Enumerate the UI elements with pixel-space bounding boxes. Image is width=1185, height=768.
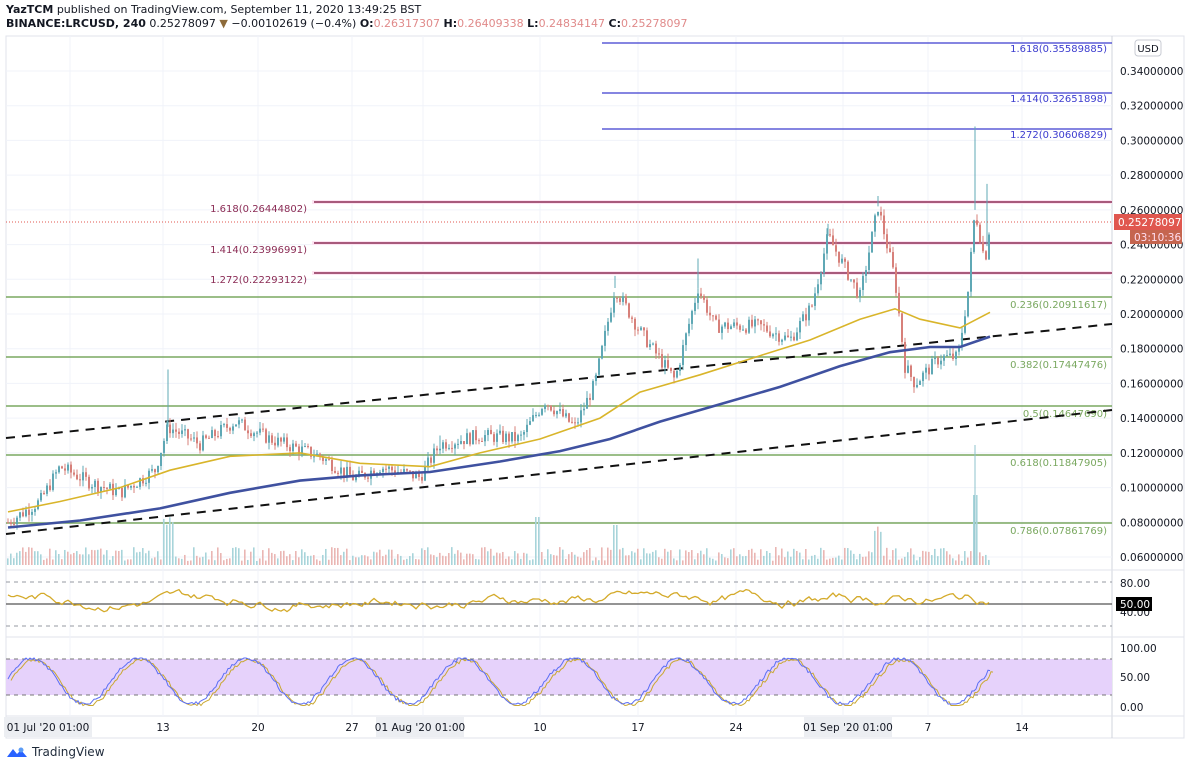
current-price-tag: 0.25278097 03:10:36 xyxy=(1114,214,1182,244)
fib-retracement-label: 0.382(0.17447476) xyxy=(1010,360,1107,371)
time-tick-label: 01 Sep '20 01:00 xyxy=(803,722,893,734)
price-tick-label: 0.08000000 xyxy=(1120,517,1183,529)
fib-retracement-label: 0.618(0.11847905) xyxy=(1010,458,1107,469)
author-name[interactable]: YazTCM xyxy=(6,3,54,16)
fib-ext-lower-label: 1.618(0.26444802) xyxy=(210,204,307,215)
rsi-line[interactable] xyxy=(7,588,990,613)
brand-name: TradingView xyxy=(32,745,105,759)
close-value: 0.25278097 xyxy=(621,17,688,30)
price-tick-label: 0.06000000 xyxy=(1120,552,1183,564)
rsi-tick-80: 80.00 xyxy=(1120,578,1150,590)
rsi-current-label: 50.00 xyxy=(1120,599,1150,611)
stoch-tick-100: 100.00 xyxy=(1120,643,1157,655)
price-tick-label: 0.16000000 xyxy=(1120,378,1183,390)
stoch-tick-50: 50.00 xyxy=(1120,672,1150,684)
fib-ext-lower-label: 1.414(0.23996991) xyxy=(210,245,307,256)
time-tick-label: 24 xyxy=(729,722,743,734)
moving-average-slow[interactable] xyxy=(7,335,991,529)
moving-average-fast[interactable] xyxy=(7,307,991,513)
price-tick-label: 0.18000000 xyxy=(1120,344,1183,356)
low-value: 0.24834147 xyxy=(538,17,606,30)
fib-ext-lower-label: 1.272(0.22293122) xyxy=(210,275,307,286)
price-tick-label: 0.26000000 xyxy=(1120,205,1183,217)
currency-button[interactable]: USD xyxy=(1134,39,1162,57)
price-tick-label: 0.32000000 xyxy=(1120,101,1183,113)
chart-frame xyxy=(5,35,1185,739)
stoch-band-fill xyxy=(6,659,1112,695)
time-tick-label: 13 xyxy=(156,722,169,734)
triangle-down-icon: ▼ xyxy=(219,17,228,30)
open-label: O: xyxy=(359,17,374,30)
fib-ext-upper-label: 1.414(0.32651898) xyxy=(1010,94,1107,105)
svg-text:USD: USD xyxy=(1137,44,1159,55)
low-label: L: xyxy=(527,17,539,30)
price-tick-label: 0.14000000 xyxy=(1120,413,1183,425)
publish-info: YazTCM published on TradingView.com, Sep… xyxy=(6,3,421,16)
channel-upper-trendline[interactable] xyxy=(5,323,1113,439)
stoch-k-line[interactable] xyxy=(7,657,991,705)
last-price: 0.25278097 xyxy=(149,17,216,30)
tradingview-cloud-icon xyxy=(7,747,27,757)
fib-retracement-label: 0.5(0.14647690) xyxy=(1023,409,1107,420)
published-text: published on TradingView.com, September … xyxy=(56,3,422,16)
stoch-tick-0: 0.00 xyxy=(1120,702,1143,714)
price-tick-label: 0.12000000 xyxy=(1120,448,1183,460)
stoch-d-line[interactable] xyxy=(10,658,994,707)
price-axis[interactable]: 0.34000000 0.32000000 0.30000000 0.28000000… xyxy=(1120,66,1183,564)
fib-retracement-label: 0.786(0.07861769) xyxy=(1010,526,1107,537)
close-label: C: xyxy=(608,17,622,30)
time-tick-label: 01 Aug '20 01:00 xyxy=(375,722,465,734)
price-tick-label: 0.22000000 xyxy=(1120,274,1183,286)
price-tick-label: 0.10000000 xyxy=(1120,483,1183,495)
fibonacci-levels[interactable]: 1.618(0.35589885) 1.414(0.32651898) 1.272(… xyxy=(6,42,1112,537)
time-tick-label: 27 xyxy=(345,722,358,734)
fib-ext-upper-label: 1.272(0.30606829) xyxy=(1010,130,1107,141)
current-price-label: 0.25278097 xyxy=(1118,217,1181,229)
time-tick-label: 20 xyxy=(251,722,264,734)
vertical-grid xyxy=(69,36,1023,716)
time-axis[interactable]: 01 Jul '20 01:00 13 20 27 01 Aug '20 01:00 10… xyxy=(4,717,1029,737)
time-tick-label: 01 Jul '20 01:00 xyxy=(7,722,90,734)
high-label: H: xyxy=(443,17,458,30)
price-tick-label: 0.34000000 xyxy=(1120,66,1183,78)
price-change: −0.00102619 (−0.4%) xyxy=(231,17,357,30)
rsi-current-tag xyxy=(1116,597,1152,611)
symbol-legend: BINANCE:LRCUSD, 240 0.25278097 ▼ −0.0010… xyxy=(6,17,688,30)
tradingview-logo[interactable]: TradingView xyxy=(6,745,105,759)
price-tick-label: 0.28000000 xyxy=(1120,170,1183,182)
price-tick-label: 0.20000000 xyxy=(1120,309,1183,321)
time-tick-label: 10 xyxy=(533,722,546,734)
horizontal-grid xyxy=(6,70,1112,558)
price-tick-label: 0.30000000 xyxy=(1120,135,1183,147)
time-tick-label: 14 xyxy=(1015,722,1029,734)
high-value: 0.26409338 xyxy=(457,17,524,30)
time-tick-label: 17 xyxy=(631,722,644,734)
symbol-name[interactable]: BINANCE:LRCUSD, 240 xyxy=(6,17,146,30)
volume-bars xyxy=(7,445,990,565)
open-value: 0.26317307 xyxy=(373,17,441,30)
countdown-label: 03:10:36 xyxy=(1134,232,1181,244)
channel-lower-trendline[interactable] xyxy=(5,409,1113,535)
fib-ext-upper-label: 1.618(0.35589885) xyxy=(1010,44,1107,55)
fib-retracement-label: 0.236(0.20911617) xyxy=(1010,300,1107,311)
time-tick-label: 7 xyxy=(925,722,932,734)
